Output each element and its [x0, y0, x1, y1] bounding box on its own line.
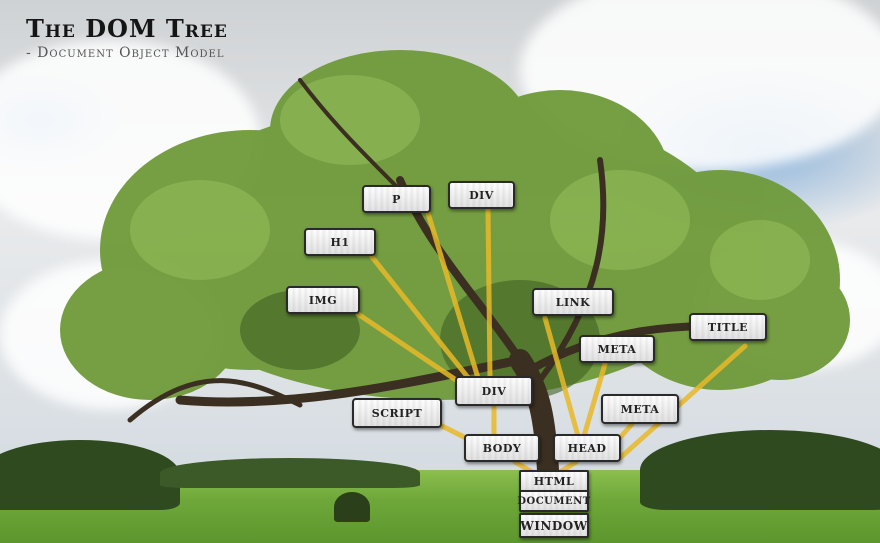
node-div-top: DIV	[448, 181, 515, 209]
node-div-main: DIV	[455, 376, 533, 406]
node-window: WINDOW	[519, 513, 589, 538]
node-meta-upper-label: META	[597, 342, 637, 356]
node-title: TITLE	[689, 313, 767, 341]
node-meta-lower-label: META	[620, 402, 660, 416]
connector-link-head	[542, 315, 581, 439]
node-document-label: DOCUMENT	[517, 495, 591, 507]
node-link: LINK	[532, 288, 614, 316]
node-head-label: HEAD	[567, 441, 607, 455]
node-html-label: HTML	[533, 474, 575, 488]
node-div-main-label: DIV	[481, 384, 507, 398]
connector-meta-head	[581, 361, 608, 439]
hedge-right	[640, 430, 880, 510]
node-div-top-label: DIV	[469, 188, 494, 202]
connector-divtop-div	[485, 206, 493, 381]
node-h1-label: H1	[330, 235, 350, 249]
node-link-label: LINK	[555, 295, 591, 309]
connector-title-head	[617, 343, 748, 461]
connector-h1-div	[369, 254, 473, 383]
node-body: BODY	[464, 434, 540, 462]
node-script: SCRIPT	[352, 398, 442, 428]
small-tree	[334, 492, 370, 522]
node-window-label: WINDOW	[520, 518, 588, 533]
node-img: IMG	[286, 286, 360, 314]
node-body-label: BODY	[482, 441, 522, 455]
hedge-mid	[160, 458, 420, 488]
page-title: The DOM Tree	[26, 14, 228, 43]
node-head: HEAD	[553, 434, 621, 462]
node-meta-upper: META	[579, 335, 655, 363]
node-script-label: SCRIPT	[371, 406, 423, 420]
node-img-label: IMG	[308, 293, 338, 307]
node-title-label: TITLE	[707, 320, 749, 334]
node-p: P	[362, 185, 431, 213]
node-document: DOCUMENT	[517, 490, 591, 512]
page-subtitle: - Document Object Model	[26, 45, 225, 61]
node-html: HTML	[519, 470, 589, 492]
connector-img-div	[355, 311, 465, 387]
node-h1: H1	[304, 228, 376, 256]
node-p-label: P	[392, 192, 401, 206]
hedge-left	[0, 440, 180, 510]
connector-p-div	[425, 210, 481, 381]
node-meta-lower: META	[601, 394, 679, 424]
